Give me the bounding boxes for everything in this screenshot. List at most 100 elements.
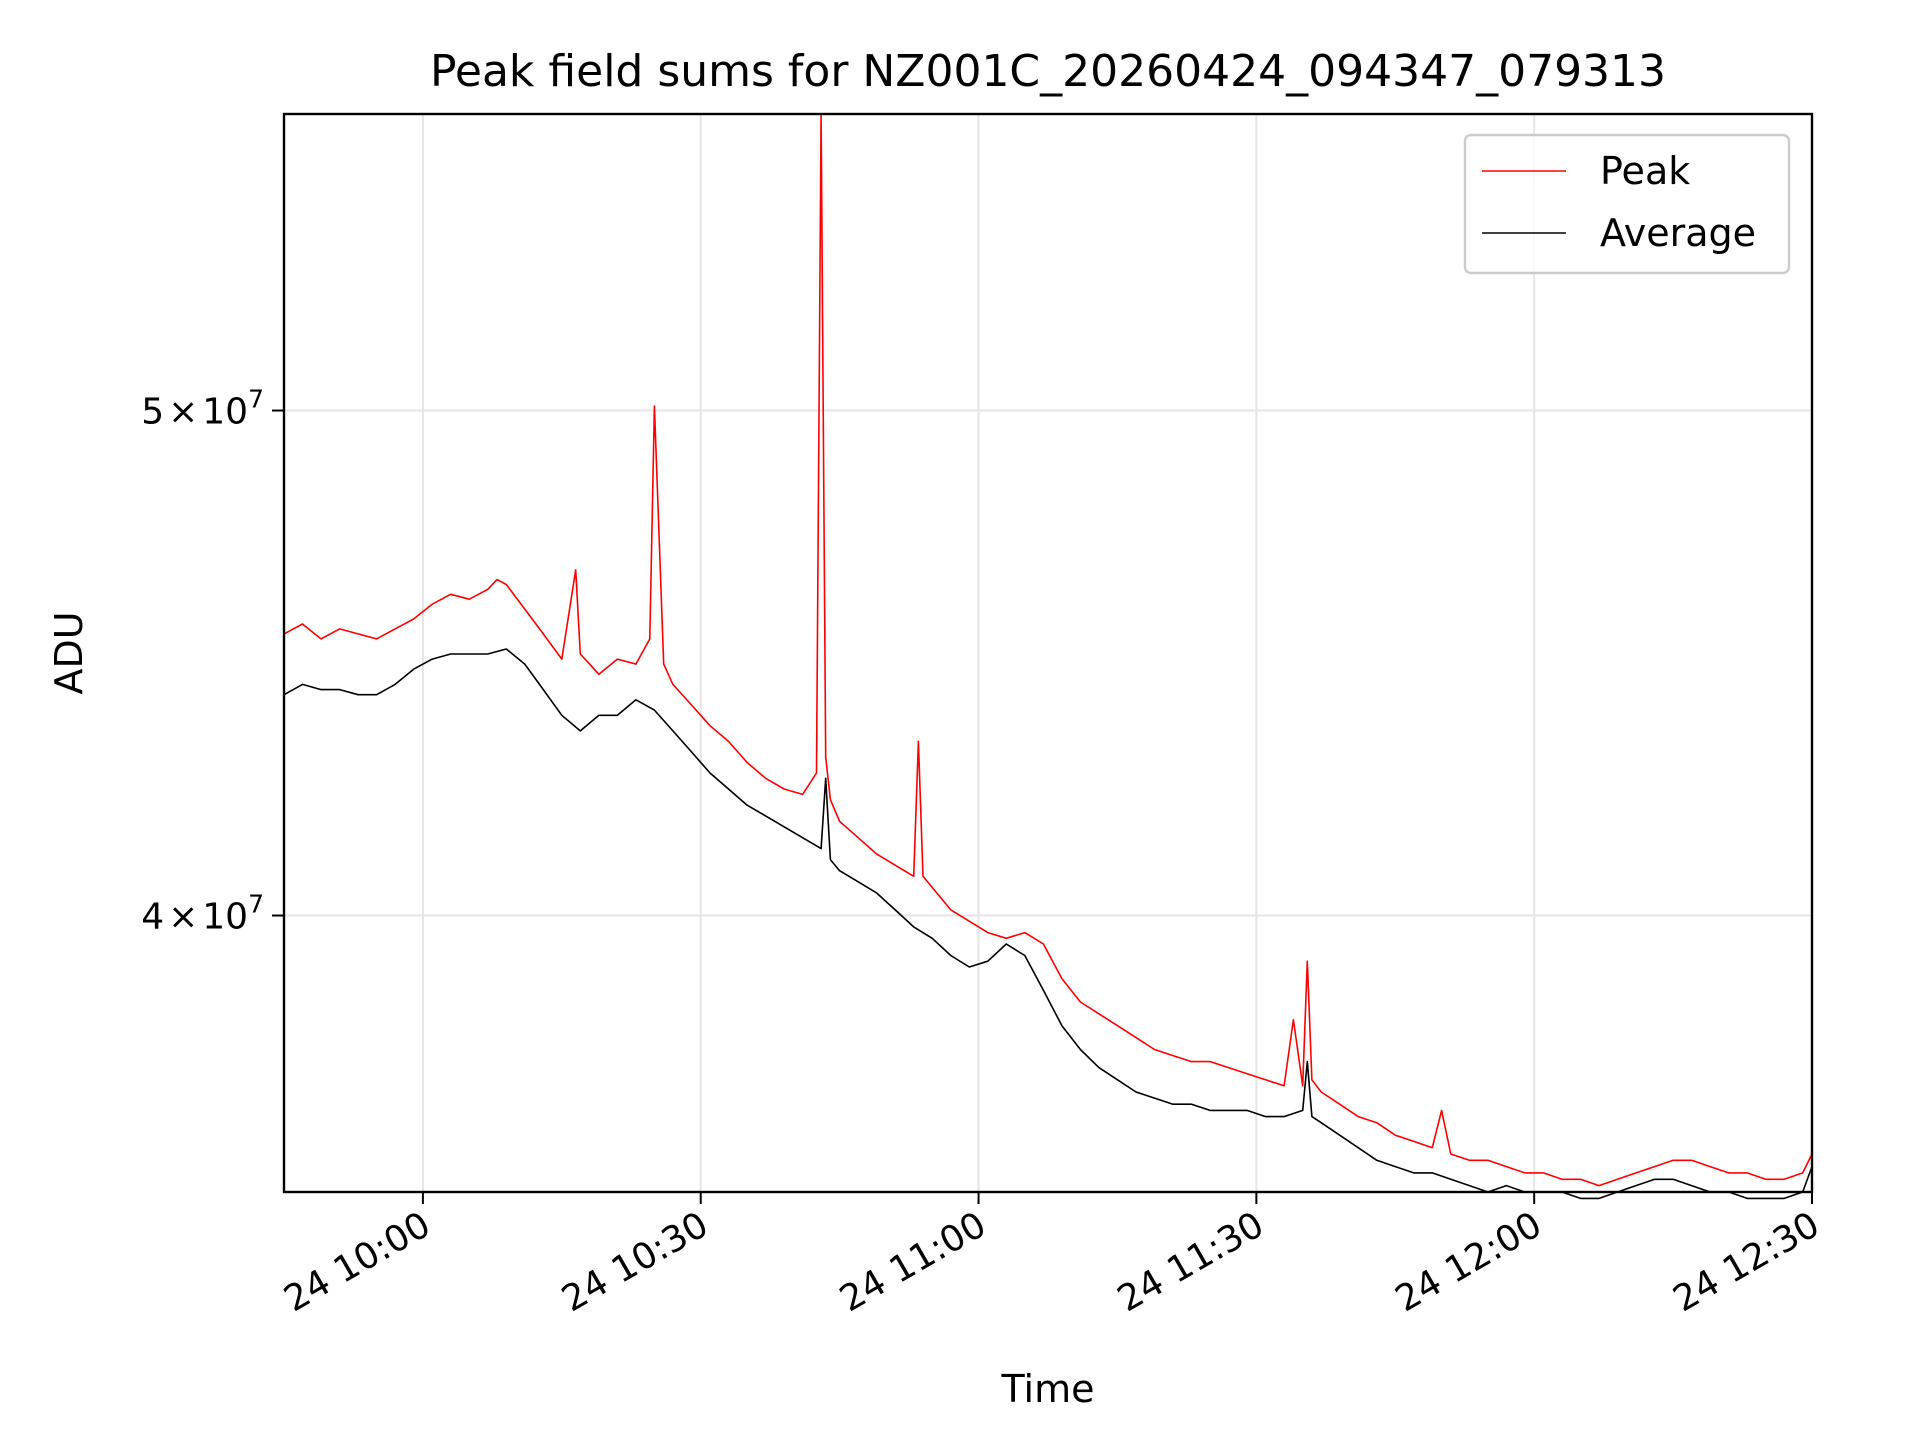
data-point (579, 730, 581, 732)
data-point (783, 788, 785, 790)
data-point (1487, 1159, 1489, 1161)
data-point (825, 777, 827, 779)
data-point (1691, 1185, 1693, 1187)
data-point (1228, 1067, 1230, 1069)
chart-title: Peak field sums for NZ001C_20260424_0943… (430, 46, 1666, 97)
data-point (857, 837, 859, 839)
plot-area-frame (282, 112, 1814, 1194)
y-tick-base: 10 (202, 897, 248, 938)
data-point (1079, 1001, 1081, 1003)
data-point (1116, 1079, 1118, 1081)
data-point (987, 960, 989, 962)
data-point (1505, 1166, 1507, 1168)
data-point (1209, 1061, 1211, 1063)
data-point (431, 603, 433, 605)
data-point (802, 837, 804, 839)
y-tick-mantissa: 4 (141, 897, 164, 938)
y-tick-label: 5 × 107 (141, 385, 264, 433)
data-point (339, 628, 341, 630)
y-tick-exponent: 7 (248, 890, 264, 919)
data-point (709, 725, 711, 727)
data-point (394, 683, 396, 685)
data-point (746, 761, 748, 763)
data-point (1042, 943, 1044, 945)
data-point (1135, 1037, 1137, 1039)
data-point (690, 704, 692, 706)
data-point (413, 618, 415, 620)
data-point (1061, 1025, 1063, 1027)
data-point (1172, 1055, 1174, 1057)
data-point (1306, 1061, 1308, 1063)
data-point (505, 584, 507, 586)
legend-peak-label: Peak (1600, 149, 1690, 193)
data-point (1783, 1197, 1785, 1199)
data-point (1098, 1013, 1100, 1015)
data-point (1302, 1109, 1304, 1111)
data-point (857, 881, 859, 883)
data-point (1005, 937, 1007, 939)
data-point (913, 875, 915, 877)
data-point (1320, 1091, 1322, 1093)
data-point (1654, 1166, 1656, 1168)
data-point (663, 663, 665, 665)
data-point (1802, 1172, 1804, 1174)
data-point (302, 683, 304, 685)
data-point (672, 683, 674, 685)
data-point (1265, 1079, 1267, 1081)
data-point (320, 638, 322, 640)
data-point (575, 569, 577, 571)
data-point (1441, 1109, 1443, 1111)
data-point (468, 653, 470, 655)
data-point (709, 772, 711, 774)
series-peak (283, 113, 1813, 1187)
data-point (1283, 1116, 1285, 1118)
y-tick-times: × (168, 897, 198, 938)
data-point (1617, 1178, 1619, 1180)
data-point (1098, 1067, 1100, 1069)
data-point (524, 663, 526, 665)
legend-box (1463, 133, 1791, 275)
data-point (1450, 1178, 1452, 1180)
data-point (1042, 989, 1044, 991)
data-point (589, 663, 591, 665)
data-point (1024, 932, 1026, 934)
data-point (1394, 1134, 1396, 1136)
data-point (931, 937, 933, 939)
data-point (913, 926, 915, 928)
data-point (968, 920, 970, 922)
data-point (468, 598, 470, 600)
data-point (829, 859, 831, 861)
data-point (1524, 1172, 1526, 1174)
data-point (561, 658, 563, 660)
data-point (1191, 1103, 1193, 1105)
data-point (1468, 1185, 1470, 1187)
y-tick-mantissa: 5 (141, 392, 164, 433)
data-point (1413, 1172, 1415, 1174)
data-point (1635, 1172, 1637, 1174)
data-point (839, 820, 841, 822)
data-point (376, 638, 378, 640)
data-point (1654, 1178, 1656, 1180)
data-point (1228, 1109, 1230, 1111)
data-point (765, 815, 767, 817)
data-point (1292, 1019, 1294, 1021)
data-point (635, 663, 637, 665)
data-point (1135, 1091, 1137, 1093)
data-point (1311, 1079, 1313, 1081)
data-point (1246, 1109, 1248, 1111)
data-point (1728, 1172, 1730, 1174)
data-point (487, 588, 489, 590)
data-point (825, 756, 827, 758)
y-tick-exponent: 7 (248, 385, 264, 414)
data-point (1783, 1178, 1785, 1180)
data-point (950, 954, 952, 956)
data-point (690, 751, 692, 753)
data-point (1561, 1178, 1563, 1180)
data-point (894, 864, 896, 866)
data-point (487, 653, 489, 655)
data-point (876, 892, 878, 894)
data-point (968, 966, 970, 968)
data-point (1431, 1172, 1433, 1174)
data-point (815, 772, 817, 774)
data-point (302, 623, 304, 625)
